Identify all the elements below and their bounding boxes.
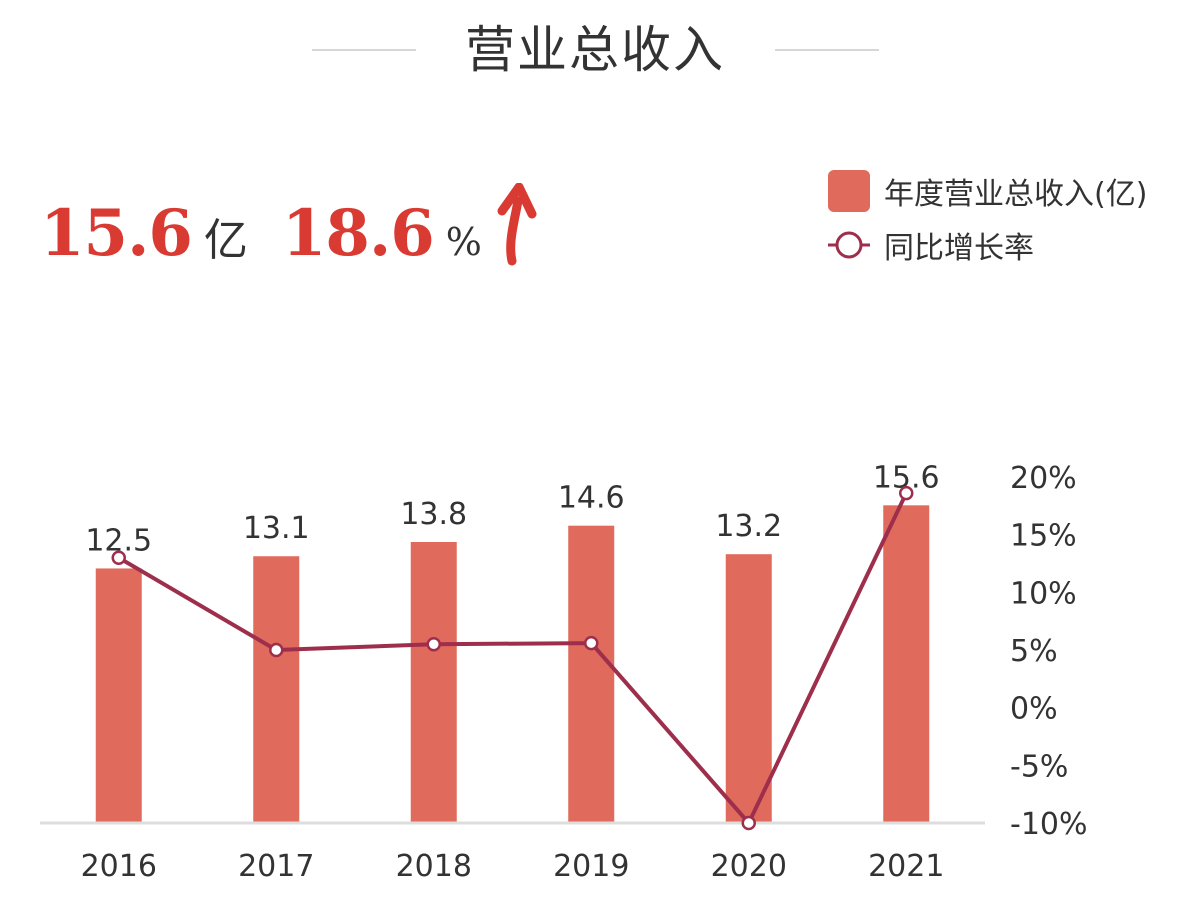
- growth-value: 18.6: [281, 196, 435, 271]
- arrow-up-icon: [488, 182, 540, 267]
- legend-marker-line: [828, 224, 870, 266]
- x-tick-2018: 2018: [396, 849, 472, 884]
- summary-figures: 15.6 亿 18.6 %: [40, 196, 482, 280]
- chart-legend: 年度营业总收入(亿) 同比增长率: [828, 166, 1178, 274]
- y-right-tick-2: 10%: [1010, 576, 1077, 611]
- title-divider-right: [775, 49, 879, 51]
- bar-label-2019: 14.6: [558, 481, 625, 516]
- growth-line: [117, 492, 909, 825]
- growth-point-2021: [899, 485, 914, 501]
- bar-2016: [95, 568, 142, 823]
- x-tick-2020: 2020: [711, 849, 787, 884]
- chart-title: 营业总收入: [465, 21, 725, 79]
- y-right-tick-3: 5%: [1010, 634, 1058, 669]
- growth-unit: %: [445, 220, 482, 264]
- bar-label-2020: 13.2: [715, 509, 782, 544]
- bar-label-2017: 13.1: [243, 511, 310, 546]
- y-right-tick-5: -5%: [1010, 749, 1068, 784]
- legend-label-revenue: 年度营业总收入(亿): [884, 177, 1148, 212]
- y-right-tick-4: 0%: [1010, 692, 1058, 727]
- x-tick-2019: 2019: [553, 849, 629, 884]
- revenue-unit: 亿: [203, 215, 248, 266]
- bar-2019: [568, 525, 615, 823]
- bar-2017: [253, 556, 300, 823]
- growth-point-2019: [584, 635, 599, 651]
- y-right-tick-1: 15%: [1010, 519, 1077, 554]
- legend-swatch-bar: [828, 170, 870, 212]
- bar-2021: [883, 505, 930, 823]
- growth-point-2017: [269, 642, 284, 658]
- x-tick-2016: 2016: [81, 849, 157, 884]
- revenue-value: 15.6: [40, 196, 193, 271]
- x-tick-2017: 2017: [238, 849, 314, 884]
- x-tick-2021: 2021: [868, 849, 944, 884]
- growth-point-2016: [111, 550, 126, 565]
- y-right-tick-6: -10%: [1010, 807, 1088, 842]
- bar-2018: [410, 541, 457, 823]
- growth-point-2018: [426, 636, 441, 652]
- legend-item-growth[interactable]: 同比增长率: [828, 220, 1178, 270]
- bar-2020: [725, 554, 772, 823]
- legend-label-growth: 同比增长率: [884, 231, 1034, 266]
- y-right-tick-0: 20%: [1010, 461, 1077, 496]
- growth-point-2020: [741, 815, 756, 831]
- legend-item-revenue[interactable]: 年度营业总收入(亿): [828, 166, 1178, 216]
- title-divider-left: [312, 49, 416, 51]
- bar-label-2018: 13.8: [400, 497, 467, 532]
- title-area: 营业总收入: [0, 14, 1190, 86]
